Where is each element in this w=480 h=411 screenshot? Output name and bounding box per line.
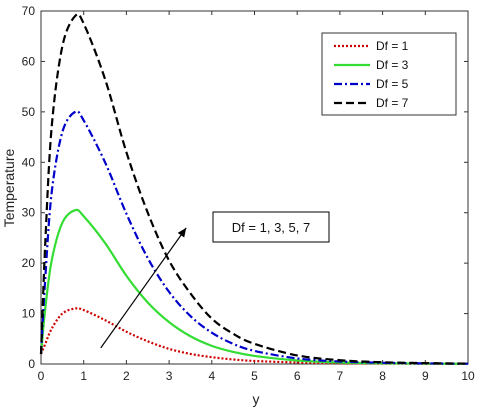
legend-label-df1: Df = 1: [376, 39, 409, 53]
legend: Df = 1 Df = 3 Df = 5 Df = 7: [321, 32, 457, 116]
y-tick-label: 60: [22, 54, 36, 68]
x-tick-label: 0: [38, 369, 45, 383]
annotation-text: Df = 1, 3, 5, 7: [232, 220, 310, 235]
x-tick-label: 9: [422, 369, 429, 383]
legend-label-df5: Df = 5: [376, 77, 409, 91]
x-tick-label: 10: [461, 369, 475, 383]
series-line-df-5: [39, 110, 469, 365]
x-tick-label: 5: [251, 369, 258, 383]
series-line-df-1: [39, 307, 469, 365]
x-tick-label: 1: [80, 369, 87, 383]
legend-label-df3: Df = 3: [376, 58, 409, 72]
y-tick-label: 40: [22, 155, 36, 169]
series-line-df-7: [39, 12, 469, 365]
annotation-arrow: [100, 227, 187, 349]
x-axis: 0 1 2 3 4 5 6 7 8 9 10: [38, 11, 475, 383]
x-tick-label: 4: [208, 369, 215, 383]
x-tick-label: 3: [166, 369, 173, 383]
legend-box: [321, 32, 457, 116]
annotation: Df = 1, 3, 5, 7: [100, 211, 330, 349]
y-tick-label: 0: [28, 357, 35, 371]
y-tick-label: 20: [22, 256, 36, 270]
x-tick-label: 8: [379, 369, 386, 383]
x-tick-label: 7: [337, 369, 344, 383]
x-tick-label: 6: [294, 369, 301, 383]
y-axis-title: Temperature: [1, 148, 17, 227]
y-tick-label: 70: [22, 4, 36, 18]
annotation-arrowhead: [177, 227, 187, 238]
y-tick-label: 50: [22, 105, 36, 119]
annotation-box: [212, 211, 330, 243]
y-axis: 0 10 20 30 40 50 60 70: [22, 4, 468, 371]
x-axis-title: y: [253, 391, 260, 407]
y-tick-label: 30: [22, 206, 36, 220]
legend-label-df7: Df = 7: [376, 96, 409, 110]
x-tick-label: 2: [123, 369, 130, 383]
y-tick-label: 10: [22, 307, 36, 321]
series-layer: [39, 12, 469, 365]
